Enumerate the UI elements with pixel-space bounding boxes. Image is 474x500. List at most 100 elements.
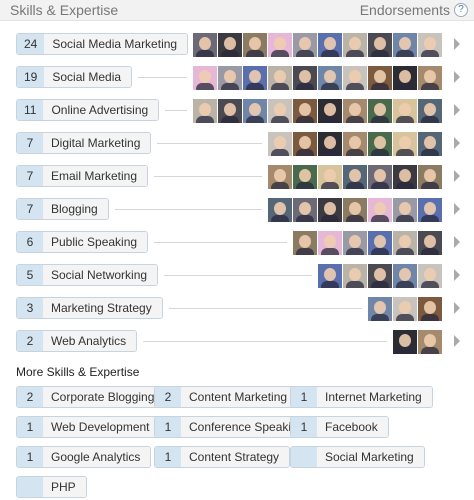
endorser-avatar[interactable] [393, 66, 417, 90]
endorser-avatar[interactable] [218, 99, 242, 123]
expand-arrow-icon[interactable] [454, 269, 460, 281]
expand-arrow-icon[interactable] [454, 38, 460, 50]
skill-pill[interactable]: 7 Email Marketing [16, 165, 149, 187]
expand-arrow-icon[interactable] [454, 170, 460, 182]
skill-pill[interactable]: 24 Social Media Marketing [16, 33, 189, 55]
endorser-avatar[interactable] [418, 198, 442, 222]
endorser-avatar[interactable] [368, 297, 392, 321]
endorser-avatar[interactable] [268, 198, 292, 222]
endorser-avatar[interactable] [343, 264, 367, 288]
endorser-avatar[interactable] [393, 99, 417, 123]
endorser-avatar[interactable] [243, 66, 267, 90]
endorser-avatar[interactable] [268, 66, 292, 90]
endorser-avatar[interactable] [193, 33, 217, 57]
endorser-avatar[interactable] [343, 33, 367, 57]
expand-arrow-icon[interactable] [454, 302, 460, 314]
endorser-avatar[interactable] [393, 297, 417, 321]
endorser-avatar[interactable] [393, 231, 417, 255]
endorser-avatar[interactable] [218, 33, 242, 57]
endorser-avatar[interactable] [193, 66, 217, 90]
endorser-avatar[interactable] [293, 231, 317, 255]
endorser-avatar[interactable] [368, 165, 392, 189]
endorser-avatar[interactable] [318, 66, 342, 90]
expand-arrow-icon[interactable] [454, 203, 460, 215]
skill-pill[interactable]: 11 Online Advertising [16, 99, 160, 121]
skill-name: Corporate Blogging [43, 387, 165, 407]
endorser-avatar[interactable] [393, 132, 417, 156]
more-skill-pill[interactable]: 1 Content Strategy [154, 446, 291, 468]
more-skill-pill[interactable]: 2 Corporate Blogging [16, 386, 166, 408]
endorser-avatar[interactable] [318, 165, 342, 189]
endorsement-count [17, 477, 43, 497]
endorser-avatar[interactable] [368, 132, 392, 156]
endorser-avatar[interactable] [268, 132, 292, 156]
endorser-avatar[interactable] [418, 231, 442, 255]
skill-pill[interactable]: 19 Social Media [16, 66, 133, 88]
endorser-avatar[interactable] [393, 264, 417, 288]
endorser-avatar[interactable] [418, 330, 442, 354]
endorser-avatar[interactable] [218, 66, 242, 90]
endorser-avatar[interactable] [393, 165, 417, 189]
skill-pill[interactable]: 3 Marketing Strategy [16, 297, 163, 319]
endorser-avatar[interactable] [343, 99, 367, 123]
endorser-avatar[interactable] [368, 231, 392, 255]
endorser-avatar[interactable] [368, 264, 392, 288]
expand-arrow-icon[interactable] [454, 104, 460, 116]
expand-arrow-icon[interactable] [454, 335, 460, 347]
endorser-avatar[interactable] [418, 66, 442, 90]
endorser-avatar[interactable] [293, 33, 317, 57]
help-icon[interactable]: ? [454, 3, 468, 17]
more-skill-pill[interactable]: PHP [16, 476, 87, 498]
more-skill-pill[interactable]: 1 Facebook [290, 416, 389, 438]
endorser-avatar[interactable] [343, 132, 367, 156]
expand-arrow-icon[interactable] [454, 137, 460, 149]
endorser-avatar[interactable] [268, 99, 292, 123]
endorser-avatar[interactable] [418, 99, 442, 123]
more-skill-pill[interactable]: 1 Web Development [16, 416, 161, 438]
more-skill-pill[interactable]: Social Marketing [290, 446, 425, 468]
endorser-avatar[interactable] [368, 99, 392, 123]
endorser-avatar[interactable] [318, 198, 342, 222]
endorser-avatar[interactable] [318, 132, 342, 156]
endorser-avatar[interactable] [318, 264, 342, 288]
endorser-avatar[interactable] [268, 165, 292, 189]
endorser-avatar[interactable] [393, 33, 417, 57]
endorser-avatar[interactable] [193, 99, 217, 123]
endorser-avatar[interactable] [418, 165, 442, 189]
endorser-avatar[interactable] [293, 132, 317, 156]
endorser-avatar[interactable] [368, 66, 392, 90]
endorser-avatar[interactable] [418, 132, 442, 156]
endorser-avatar[interactable] [418, 297, 442, 321]
expand-arrow-icon[interactable] [454, 71, 460, 83]
endorser-avatar[interactable] [318, 231, 342, 255]
endorser-avatar[interactable] [293, 66, 317, 90]
skill-pill[interactable]: 6 Public Speaking [16, 231, 149, 253]
more-skill-pill[interactable]: 1 Internet Marketing [290, 386, 433, 408]
endorser-avatar[interactable] [368, 198, 392, 222]
skill-pill[interactable]: 5 Social Networking [16, 264, 159, 286]
endorser-avatar[interactable] [293, 198, 317, 222]
endorser-avatar[interactable] [418, 33, 442, 57]
endorser-avatars [268, 198, 442, 222]
endorser-avatar[interactable] [343, 198, 367, 222]
endorser-avatar[interactable] [268, 33, 292, 57]
endorser-avatar[interactable] [243, 33, 267, 57]
endorser-avatar[interactable] [293, 99, 317, 123]
expand-arrow-icon[interactable] [454, 236, 460, 248]
endorser-avatar[interactable] [393, 198, 417, 222]
endorser-avatar[interactable] [368, 33, 392, 57]
endorser-avatar[interactable] [343, 165, 367, 189]
endorser-avatar[interactable] [343, 66, 367, 90]
endorser-avatar[interactable] [293, 165, 317, 189]
endorser-avatar[interactable] [418, 264, 442, 288]
endorser-avatar[interactable] [318, 33, 342, 57]
skill-pill[interactable]: 7 Blogging [16, 198, 109, 220]
more-skill-pill[interactable]: 2 Content Marketing [154, 386, 299, 408]
skill-pill[interactable]: 7 Digital Marketing [16, 132, 152, 154]
endorser-avatar[interactable] [343, 231, 367, 255]
endorser-avatar[interactable] [393, 330, 417, 354]
endorser-avatar[interactable] [318, 99, 342, 123]
skill-pill[interactable]: 2 Web Analytics [16, 330, 138, 352]
more-skill-pill[interactable]: 1 Google Analytics [16, 446, 152, 468]
endorser-avatar[interactable] [243, 99, 267, 123]
